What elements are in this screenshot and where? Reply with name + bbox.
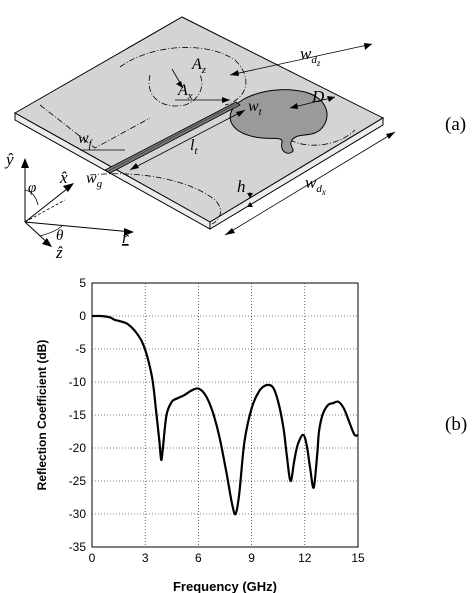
substrate-edge-right [209,117,384,230]
series-line-reflection [91,314,359,516]
dim-D-arrow-a [290,103,298,109]
label-wf: wf [78,130,94,150]
label-wg: wg [86,170,103,190]
dim-Ax-arrow [222,97,230,103]
label-lt: lt [190,137,198,157]
y-tick-label: 5 [79,276,86,290]
dim-wdz-arrow-a [230,70,239,76]
label-wdz: wdz [300,44,321,68]
x-tick-label: 12 [298,551,312,565]
dim-wdx-line [224,131,396,236]
label-axis-y: ŷ [4,150,14,169]
y-tick-label: -15 [69,408,87,422]
axis-r [24,221,133,233]
ground-slot-outline [148,74,203,107]
ground-lower-outline [89,173,221,225]
x-tick-label: 15 [351,551,365,565]
axis-r-arrow [124,228,134,236]
dim-lt-line [129,109,246,171]
y-tick-label: -20 [69,441,87,455]
axis-x [24,184,73,223]
dim-h-arrow-a [247,193,253,198]
feed-line-center [107,102,239,172]
dim-lt-arrow-b [236,110,245,117]
dim-wdx-arrow-a [225,228,235,235]
label-Az: Az [191,56,207,76]
x-tick-label: 9 [248,551,255,565]
y-tick-labels: 5 0 -5 -10 -15 -20 -25 -30 -35 [69,276,87,554]
label-wt: wt [248,98,263,118]
label-axis-r: r [122,228,129,247]
y-tick-label: -10 [69,375,87,389]
angle-theta-arc [39,225,63,237]
y-tick-label: -35 [69,540,87,554]
label-phi: φ [28,180,36,196]
reflection-chart: 0 3 6 9 12 15 5 0 -5 -10 -15 -20 -25 -30 -35 Frequenc… [35,276,365,593]
dim-wdz-arrow-b [364,43,372,50]
radiating-patch [229,89,328,154]
antenna-diagram: wdz D Az Ax wt wf lt [4,16,396,262]
x-tick-label: 6 [195,551,202,565]
dim-lt-arrow-a [130,163,139,170]
dim-h-arrow-b [247,202,253,207]
y-tick-label: 0 [79,309,86,323]
label-axis-z: ẑ [55,243,63,262]
x-tick-labels: 0 3 6 9 12 15 [89,551,365,565]
y-axis-label: Reflection Coefficient (dB) [35,340,49,491]
ground-right-outline [289,129,356,146]
axis-r-projection [24,199,66,223]
chart-grid [92,283,358,547]
panel-label-a: (a) [445,114,466,135]
dim-Az-arrow [176,81,183,88]
label-Ax: Ax [177,82,193,102]
dim-wdx-arrow-b [386,132,395,139]
dim-D-arrow-b [327,96,335,102]
ground-plane-outline [39,47,247,149]
axis-y-arrow [21,158,29,168]
panel-label-b: (b) [445,414,467,435]
label-h: h [237,177,246,196]
axis-z-arrow [42,238,52,247]
x-tick-label: 3 [142,551,149,565]
axis-x-arrow [63,183,74,192]
angle-phi-arc [24,189,39,206]
x-axis-label: Frequency (GHz) [173,579,277,593]
label-axis-x: x̂ [59,168,68,187]
y-tick-label: -25 [69,474,87,488]
label-D: D [311,87,325,106]
coordinate-system: ŷ x̂ ẑ r φ θ [4,150,134,262]
label-theta: θ [56,228,64,244]
dim-wdz-line [229,43,373,76]
x-tick-label: 0 [89,551,96,565]
y-tick-label: -5 [75,342,86,356]
label-wdx: wdx [305,173,326,197]
y-tick-label: -30 [69,507,87,521]
